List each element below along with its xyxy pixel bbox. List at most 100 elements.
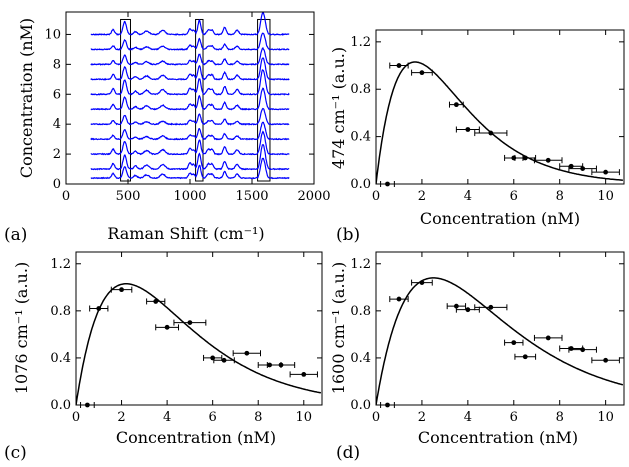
- panel-b-data-point: [580, 166, 586, 172]
- panel-a-highlight-box: [195, 18, 204, 182]
- panel-a-spectrum-line: [90, 144, 290, 171]
- panel-a-frame: [65, 11, 315, 185]
- panel-c-data-point: [187, 320, 193, 326]
- panel-b-data-point: [568, 163, 574, 169]
- panel-d-plot-area: [376, 277, 624, 408]
- panel-c-ytick-label: 0.8: [50, 304, 71, 319]
- panel-b-data-point: [396, 63, 402, 68]
- panel-d-data-point: [488, 304, 494, 310]
- panel-c-xtick-label: 8: [254, 410, 262, 425]
- panel-d-xlabel: Concentration (nM): [418, 428, 578, 447]
- panel-d-xtick-label: 8: [556, 410, 564, 425]
- panel-a-plot-area: [90, 11, 290, 182]
- panel-d-xtick-label: 6: [510, 410, 518, 425]
- panel-b-ylabel: 474 cm⁻¹ (a.u.): [329, 47, 348, 169]
- panel-c-ticks: 0 2 4 6 8 10 0.0 0.4 0.8 1.2: [50, 252, 322, 425]
- panel-d-ylabel: 1600 cm⁻¹ (a.u.): [329, 262, 348, 394]
- panel-b-ytick-label: 0.8: [350, 82, 371, 97]
- panel-c-xtick-label: 2: [117, 410, 125, 425]
- panel-a-ytick-label: 6: [53, 87, 61, 102]
- panel-c-data-point: [301, 372, 307, 377]
- panel-c-xtick-label: 0: [72, 410, 80, 425]
- panel-a-spectrum-line: [90, 107, 290, 126]
- panel-b-chart: 0 2 4 6 8 10 0.0 0.4 0.8 1.2 474 cm⁻¹ (a.u.) Conc…: [329, 29, 625, 245]
- panel-c-data-point: [119, 287, 124, 293]
- panel-c-fit-curve: [76, 283, 322, 405]
- panel-b-ticks: 0 2 4 6 8 10 0.0 0.4 0.8 1.2: [350, 30, 624, 204]
- panel-a-ytick-label: 4: [53, 117, 61, 132]
- panel-d-ytick-label: 0.0: [350, 398, 371, 413]
- panel-a-xtick-label: 1500: [235, 189, 268, 204]
- panel-d-data-point: [396, 296, 402, 302]
- panel-d-data-point: [453, 303, 459, 309]
- panel-a-spectrum-line: [90, 121, 290, 141]
- panel-d-xtick-label: 0: [372, 410, 380, 425]
- panel-c-data-point: [153, 299, 159, 304]
- panel-b-frame: [375, 29, 625, 185]
- panel-b-xtick-label: 10: [597, 189, 614, 204]
- panel-c-data-point: [278, 362, 284, 368]
- panel-a-spectrum-line: [90, 32, 290, 51]
- panel-b-xtick-label: 6: [510, 189, 518, 204]
- panel-c-panel-label: (c): [4, 443, 27, 463]
- panel-a-xlabel: Raman Shift (cm⁻¹): [107, 224, 264, 243]
- panel-b-data-point: [488, 130, 494, 136]
- panel-d-ticks: 0 2 4 6 8 10 0.0 0.4 0.8 1.2: [350, 252, 624, 425]
- panel-c-xlabel: Concentration (nM): [116, 428, 276, 447]
- panel-d-data-point: [511, 340, 517, 346]
- panel-c-chart: 0 2 4 6 8 10 0.0 0.4 0.8 1.2 1076 cm⁻¹ (a.u.) Con…: [4, 251, 323, 463]
- panel-a-spectrum-line: [90, 57, 290, 81]
- panel-a-xtick-label: 500: [116, 189, 141, 204]
- panel-d-xtick-label: 4: [464, 410, 472, 425]
- panel-b-data-point: [465, 127, 471, 132]
- panel-b-xtick-label: 0: [372, 189, 380, 204]
- panel-d-xtick-label: 10: [597, 410, 614, 425]
- panel-d-xtick-label: 2: [418, 410, 426, 425]
- panel-c-ytick-label: 0.4: [50, 351, 71, 366]
- panel-a-spectrum-line: [90, 130, 290, 156]
- panel-c-ytick-label: 1.2: [50, 257, 71, 272]
- panel-c-ylabel: 1076 cm⁻¹ (a.u.): [12, 262, 31, 394]
- panel-d-ytick-label: 0.8: [350, 304, 371, 319]
- panel-b-ytick-label: 0.4: [350, 130, 371, 145]
- panel-b-data-point: [419, 70, 425, 76]
- panel-a-spectrum-line: [90, 69, 290, 96]
- panel-a-ytick-label: 0: [53, 177, 61, 192]
- panel-b-xlabel: Concentration (nM): [420, 209, 580, 228]
- panel-c-frame: [75, 251, 323, 406]
- panel-a-panel-label: (a): [4, 225, 27, 245]
- panel-a-spectrum-line: [90, 157, 290, 180]
- panel-a-chart: 0 500 1000 1500 2000 0 2 4 6 8 10 Concentration (n…: [4, 11, 331, 245]
- panel-c-plot-area: [76, 283, 322, 408]
- panel-d-chart: 0 2 4 6 8 10 0.0 0.4 0.8 1.2 1600 cm⁻¹ (a.u.) Con…: [329, 251, 625, 463]
- panel-c-xtick-label: 10: [296, 410, 313, 425]
- panel-d-ytick-label: 0.4: [350, 351, 371, 366]
- panel-d-ytick-label: 1.2: [350, 257, 371, 272]
- panel-a-ylabel: Concentration (nM): [17, 18, 36, 178]
- panel-b-fit-curve: [376, 61, 623, 184]
- panel-c-xtick-label: 6: [209, 410, 217, 425]
- panel-c-data-point: [244, 350, 250, 356]
- panel-b-panel-label: (b): [336, 225, 360, 245]
- panel-c-data-point: [164, 324, 170, 330]
- panel-a-highlight-box: [257, 18, 271, 182]
- panel-b-ytick-label: 1.2: [350, 35, 371, 50]
- panel-a-ytick-label: 10: [44, 27, 61, 42]
- panel-d-data-point: [522, 354, 528, 360]
- panel-a-xtick-label: 2000: [297, 189, 330, 204]
- panel-b-ytick-label: 0.0: [350, 177, 371, 192]
- panel-d-fit-curve: [376, 277, 624, 405]
- panel-d-data-point: [465, 307, 471, 313]
- panel-a-xtick-label: 1000: [173, 189, 206, 204]
- panel-a-xtick-label: 0: [62, 189, 70, 204]
- panel-a-spectrum-line: [90, 87, 290, 111]
- panel-a-spectrum-line: [90, 11, 290, 36]
- panel-d-data-point: [568, 346, 574, 351]
- panel-c-data-point: [221, 357, 227, 363]
- panel-d-data-point: [603, 357, 609, 363]
- panel-c-data-point: [96, 306, 102, 311]
- panel-c-xtick-label: 4: [163, 410, 171, 425]
- panel-a-ytick-label: 8: [53, 57, 61, 72]
- panel-a-highlight-box: [120, 18, 131, 182]
- panel-b-plot-area: [376, 61, 623, 187]
